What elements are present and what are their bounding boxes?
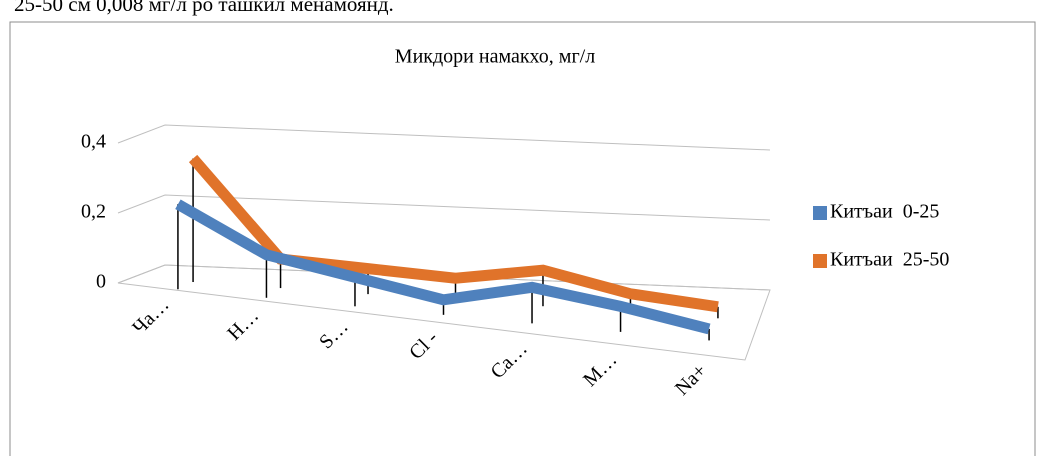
- grid-line: [117, 124, 771, 151]
- grid-line: [117, 194, 771, 221]
- y-tick-label: 0,2: [81, 201, 106, 223]
- legend-label: Китъаи 0-25: [830, 201, 939, 223]
- chart-title: Микдори намакхо, мг/л: [395, 46, 595, 68]
- chart-border: [9, 21, 1036, 456]
- y-tick-label: 0,4: [81, 131, 106, 153]
- legend-label: Китъаи 25-50: [830, 249, 949, 271]
- series-line: [175, 199, 711, 335]
- legend-swatch: [813, 206, 827, 220]
- legend-swatch: [813, 254, 827, 268]
- caption: 25-50 см 0,008 мг/л ро ташкил менамоянд.: [14, 0, 394, 16]
- y-tick-label: 0: [96, 271, 106, 293]
